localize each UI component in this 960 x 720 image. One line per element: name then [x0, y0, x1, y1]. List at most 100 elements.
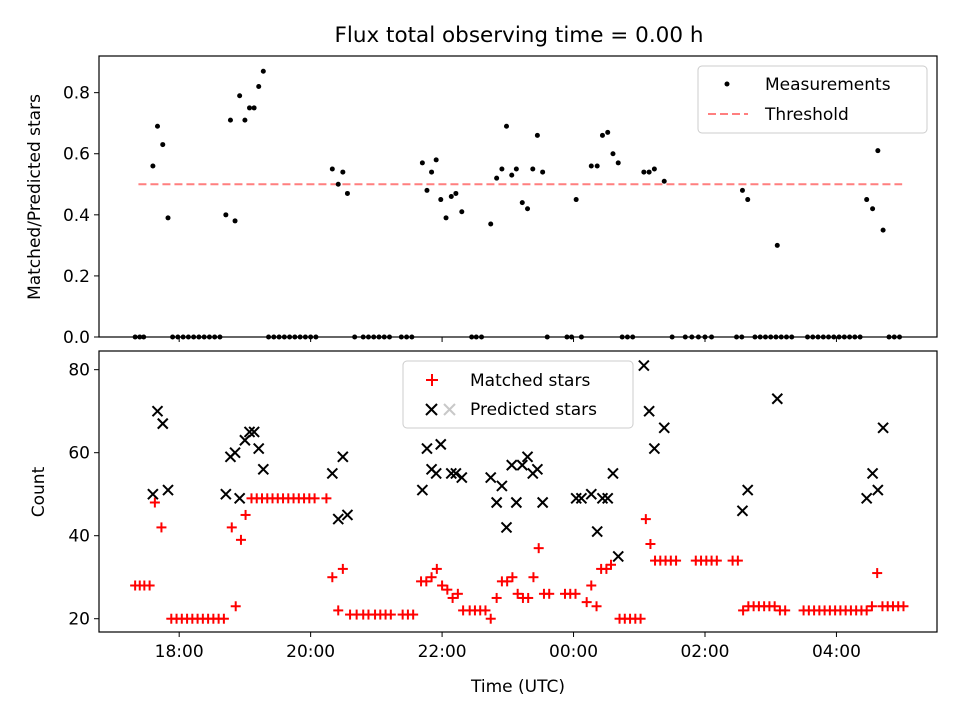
predicted-marker-b	[638, 359, 650, 372]
predicted-star-point	[496, 480, 508, 492]
matched-star-point	[502, 576, 513, 587]
predicted-star-point	[162, 484, 174, 496]
predicted-star-point	[612, 550, 624, 563]
matched-star-point	[480, 605, 491, 616]
predicted-star-point	[248, 426, 260, 438]
predicted-star-point	[421, 442, 433, 455]
measurement-point	[661, 178, 667, 184]
bottom-legend-box	[402, 360, 634, 429]
legend-matched-marker	[426, 374, 438, 386]
measurement-point	[448, 194, 454, 199]
measurement-point	[227, 117, 233, 123]
measurement-point	[615, 160, 621, 166]
matched-star-point	[570, 588, 581, 599]
matched-star-point	[769, 601, 780, 612]
top-y-ticks: 0.0 0.2 0.4 0.6 0.8	[63, 84, 99, 348]
matched-star-point	[452, 588, 463, 599]
predicted-star-point	[151, 405, 164, 417]
matched-star-point	[447, 592, 458, 603]
predicted-marker-b	[435, 438, 447, 451]
predicted-marker-b	[332, 513, 344, 525]
predicted-marker-b	[243, 426, 256, 438]
predicted-marker-b	[248, 426, 260, 438]
measurement-point	[513, 166, 519, 172]
measurement-point	[154, 123, 160, 129]
bottom-y-tick-label: 40	[68, 527, 90, 547]
measurement-point	[232, 218, 238, 224]
matched-star-point	[240, 509, 251, 520]
predicted-star-point	[591, 525, 603, 538]
predicted-marker-b	[591, 525, 603, 538]
predicted-star-point	[521, 451, 534, 463]
bottom-y-tick-label: 20	[68, 610, 90, 630]
predicted-star-point	[516, 459, 528, 471]
predicted-marker-b	[341, 509, 354, 521]
predicted-star-point	[771, 393, 783, 405]
matched-star-point	[544, 588, 555, 599]
predicted-marker-b	[860, 492, 873, 505]
matched-star-point	[635, 613, 646, 624]
x-tick-label: 20:00	[286, 642, 335, 662]
predicted-star-point	[147, 488, 159, 500]
measurement-point	[739, 187, 745, 193]
predicted-star-point	[233, 492, 246, 505]
bottom-y-ticks: 20 40 60 80	[68, 361, 99, 630]
measurement-point	[530, 166, 536, 172]
matched-star-point	[321, 493, 332, 504]
measurement-point	[509, 172, 515, 178]
measurement-point	[260, 68, 266, 74]
measurement-point	[165, 215, 171, 221]
bottom-plot-area	[130, 359, 909, 624]
matched-star-point	[738, 605, 749, 616]
measurement-point	[340, 169, 346, 175]
predicted-star-point	[490, 496, 503, 509]
measurement-point	[870, 206, 876, 212]
predicted-marker-b	[233, 492, 246, 505]
measurement-point	[453, 190, 459, 196]
matched-star-point	[640, 514, 651, 525]
predicted-star-point	[416, 484, 429, 496]
matched-star-point	[235, 534, 246, 545]
predicted-marker-b	[506, 459, 518, 471]
measurement-point	[774, 242, 780, 248]
measurement-point	[745, 197, 751, 203]
predicted-marker-b	[337, 451, 349, 463]
predicted-marker-b	[253, 442, 265, 455]
measurement-point	[864, 197, 870, 203]
predicted-star-point	[536, 496, 549, 509]
predicted-star-point	[450, 467, 462, 480]
matched-star-point	[645, 539, 656, 550]
predicted-star-point	[602, 492, 614, 505]
predicted-marker-b	[326, 467, 339, 480]
matched-star-point	[512, 588, 523, 599]
predicted-star-point	[239, 434, 251, 446]
matched-star-point	[230, 601, 241, 612]
predicted-star-point	[337, 451, 349, 463]
measurement-point	[525, 206, 531, 212]
matched-star-point	[711, 555, 722, 566]
measurement-point	[540, 169, 546, 175]
measurement-point	[247, 105, 253, 111]
matched-star-point	[872, 568, 883, 579]
matched-star-point	[149, 497, 160, 508]
predicted-star-point	[257, 463, 270, 476]
top-axes-frame	[98, 55, 938, 338]
measurement-point	[880, 227, 886, 233]
predicted-star-point	[445, 467, 457, 480]
predicted-marker-b	[229, 446, 241, 459]
matched-star-point	[309, 493, 320, 504]
matched-star-point	[533, 543, 544, 554]
matched-star-point	[586, 580, 597, 591]
predicted-marker-b	[239, 434, 251, 446]
measurement-point	[433, 157, 439, 163]
predicted-star-point	[585, 488, 597, 500]
predicted-marker-b	[456, 471, 468, 484]
predicted-marker-b	[445, 467, 457, 480]
matched-star-point	[431, 563, 442, 574]
predicted-star-point	[220, 488, 232, 500]
measurement-point	[256, 84, 262, 90]
measurement-point	[503, 123, 509, 129]
predicted-star-point	[253, 442, 265, 455]
predicted-star-point	[435, 438, 447, 451]
